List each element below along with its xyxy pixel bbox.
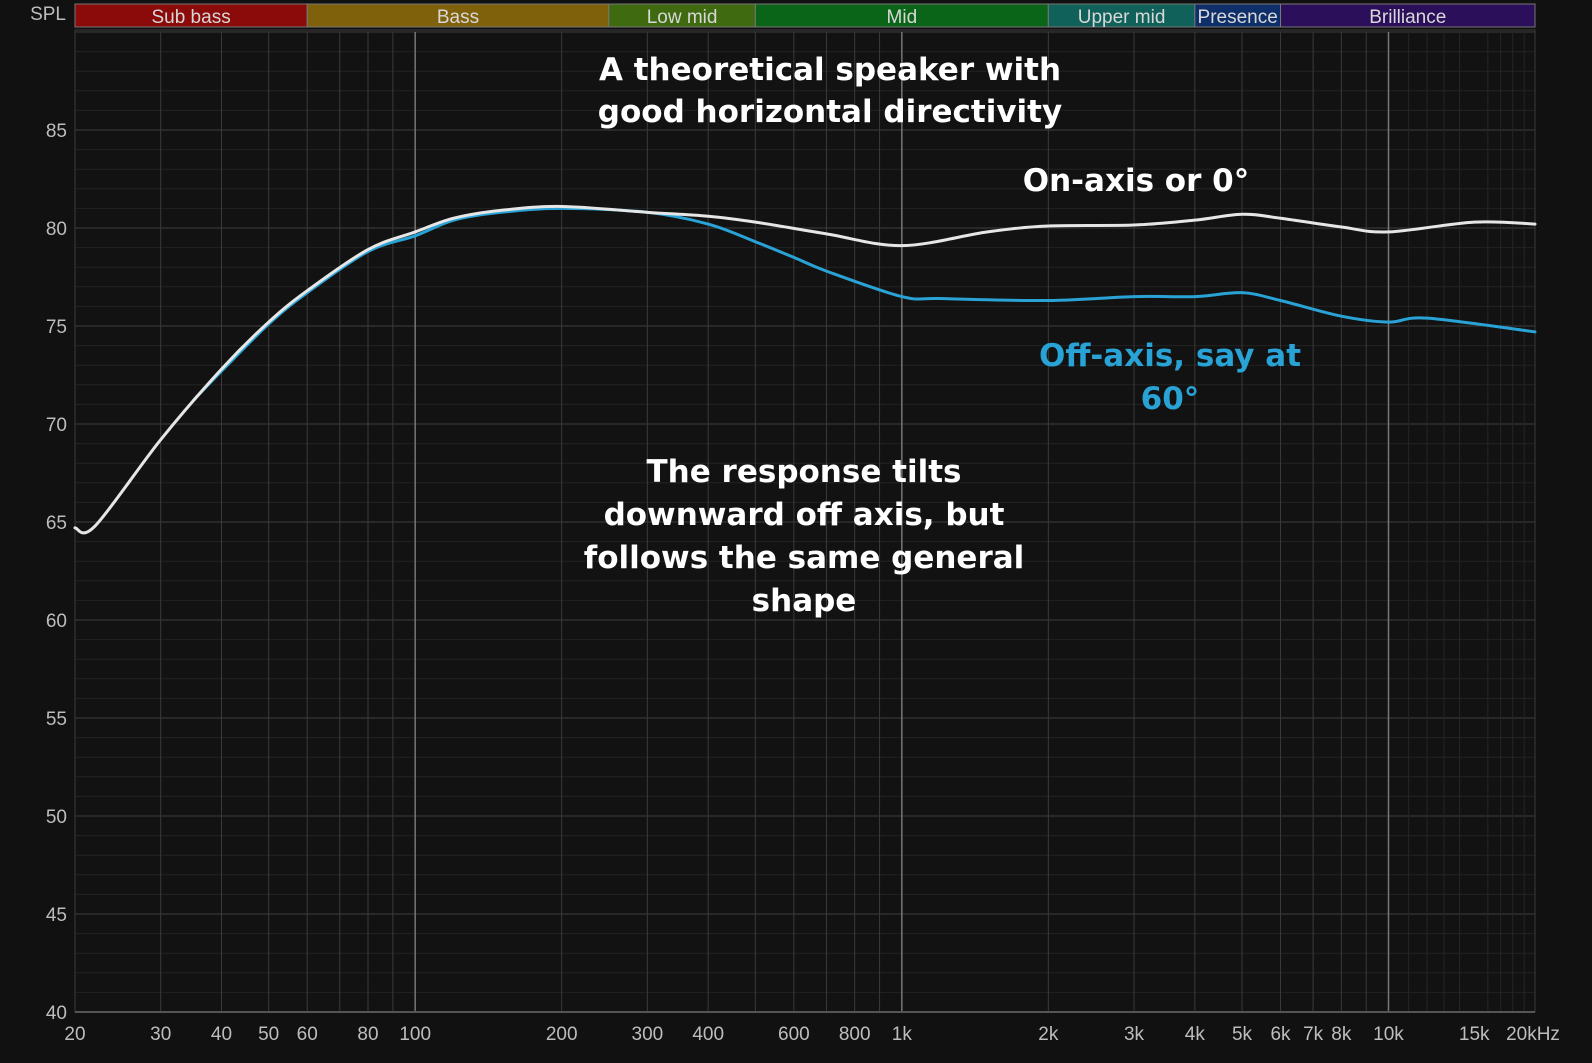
annotations: A theoretical speaker with good horizont… (584, 52, 1301, 619)
off-axis-line (191, 206, 1537, 402)
band-label: Upper mid (1078, 7, 1166, 28)
band-label: Brilliance (1369, 7, 1446, 28)
y-tick-label: 75 (46, 317, 67, 338)
x-tick-label: 300 (632, 1024, 664, 1045)
plot-area (74, 29, 1536, 1013)
y-tick-label: 85 (46, 121, 67, 142)
band-label: Low mid (647, 7, 718, 28)
x-tick-label: 60 (297, 1024, 318, 1045)
x-tick-label: 40 (211, 1024, 232, 1045)
y-axis-ticks: 40 45 50 55 60 65 70 75 80 85 (46, 121, 67, 1024)
note-line-1: The response tilts (647, 454, 962, 490)
x-tick-label: 20kHz (1506, 1024, 1560, 1045)
band-label: Sub bass (151, 7, 230, 28)
note-line-4: shape (752, 583, 857, 619)
x-tick-label: 200 (546, 1024, 578, 1045)
on-axis-label: On-axis or 0° (1023, 163, 1250, 199)
x-tick-label: 1k (892, 1024, 913, 1045)
x-tick-label: 8k (1331, 1024, 1352, 1045)
on-axis-line (73, 204, 1537, 535)
x-tick-label: 30 (150, 1024, 171, 1045)
x-tick-label: 80 (357, 1024, 378, 1045)
y-tick-label: 45 (46, 905, 67, 926)
note-line-2: downward off axis, but (604, 497, 1005, 533)
band-label: Bass (437, 7, 479, 28)
y-tick-label: 60 (46, 611, 67, 632)
y-tick-label: 50 (46, 807, 67, 828)
x-tick-label: 7k (1303, 1024, 1324, 1045)
note-line-3: follows the same general (584, 540, 1025, 576)
x-tick-label: 50 (258, 1024, 279, 1045)
x-tick-label: 6k (1270, 1024, 1291, 1045)
x-tick-label: 600 (778, 1024, 810, 1045)
y-tick-label: 65 (46, 513, 67, 534)
x-tick-label: 800 (839, 1024, 871, 1045)
x-tick-label: 100 (399, 1024, 431, 1045)
band-label: Presence (1198, 7, 1278, 28)
x-tick-label: 400 (692, 1024, 724, 1045)
x-tick-label: 15k (1459, 1024, 1490, 1045)
x-tick-label: 20 (64, 1024, 85, 1045)
off-axis-label-line-2: 60° (1141, 381, 1200, 417)
grid (74, 29, 1536, 1013)
y-axis-label: SPL (30, 4, 66, 25)
y-tick-label: 55 (46, 709, 67, 730)
band-label: Mid (887, 7, 918, 28)
band-brilliance (1280, 3, 1536, 28)
y-tick-label: 70 (46, 415, 67, 436)
x-tick-label: 10k (1373, 1024, 1404, 1045)
x-tick-label: 3k (1124, 1024, 1145, 1045)
chart-title-line-1: A theoretical speaker with (599, 52, 1061, 88)
y-tick-label: 40 (46, 1003, 67, 1024)
frequency-bands: Sub bass Bass Low mid Mid Upper mid Presence B… (74, 3, 1536, 28)
x-tick-label: 4k (1185, 1024, 1206, 1045)
series-lines (73, 204, 1537, 535)
chart-title-line-2: good horizontal directivity (598, 94, 1062, 130)
x-tick-label: 2k (1038, 1024, 1059, 1045)
off-axis-label-line-1: Off-axis, say at (1039, 338, 1301, 374)
x-tick-label: 5k (1232, 1024, 1253, 1045)
x-axis-ticks: 20 30 40 50 60 80 100 200 300 400 600 800 1k 2k 3k 4k 5k… (64, 1024, 1560, 1045)
y-tick-label: 80 (46, 219, 67, 240)
